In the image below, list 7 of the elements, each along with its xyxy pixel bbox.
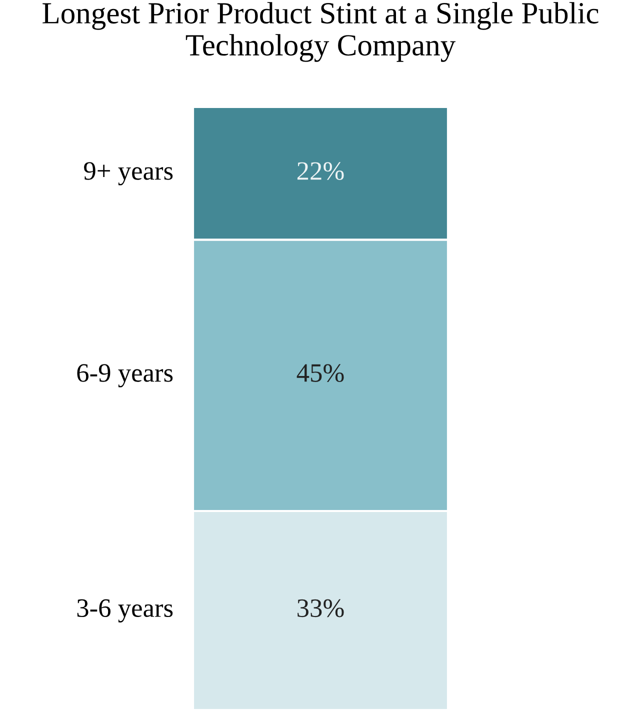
- series-label: 9+ years: [84, 162, 173, 186]
- chart-title: Longest Prior Product Stint at a Single Public Technology Company: [42, 2, 598, 62]
- data-label: 45%: [296, 364, 344, 382]
- data-label: 22%: [297, 162, 344, 180]
- series-label: 3-6 years: [77, 599, 173, 622]
- data-label: 33%: [298, 599, 344, 618]
- series-label: 6-9 years: [77, 364, 173, 388]
